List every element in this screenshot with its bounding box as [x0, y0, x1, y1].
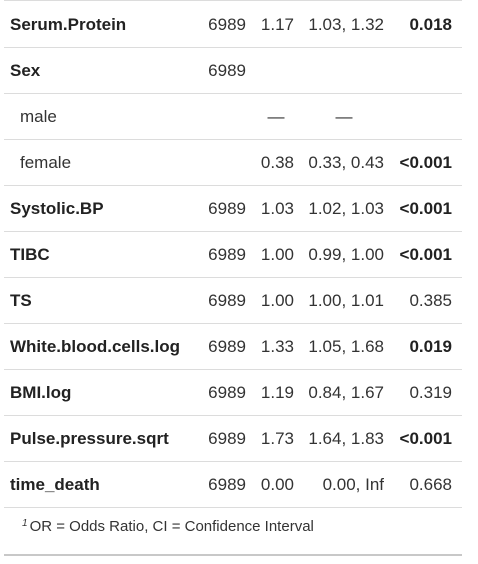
- row-label: Sex: [10, 61, 41, 80]
- or-cell: 1.00: [260, 291, 294, 310]
- table-row: Pulse.pressure.sqrt 6989 1.73 1.64, 1.83 <0.…: [4, 416, 462, 462]
- row-label: White.blood.cells.log: [10, 337, 180, 356]
- table-row: female 0.38 0.33, 0.43 <0.001: [4, 140, 462, 186]
- p-value-cell: 0.319: [409, 383, 452, 402]
- ci-cell: 1.03, 1.32: [308, 15, 384, 34]
- n-cell: 6989: [208, 291, 246, 310]
- row-label: BMI.log: [10, 383, 72, 402]
- table-row: male — —: [4, 94, 462, 140]
- footnote-marker: 1: [22, 518, 28, 529]
- n-cell: 6989: [208, 429, 246, 448]
- p-value-cell: 0.668: [409, 475, 452, 494]
- table-row: TS 6989 1.00 1.00, 1.01 0.385: [4, 278, 462, 324]
- table-row: Sex 6989: [4, 48, 462, 94]
- or-cell: 1.17: [260, 15, 294, 34]
- n-cell: 6989: [208, 383, 246, 402]
- ci-cell: 0.33, 0.43: [308, 153, 384, 172]
- or-cell: 0.00: [260, 475, 294, 494]
- n-cell: 6989: [208, 199, 246, 218]
- row-label: TIBC: [10, 245, 50, 264]
- p-value-cell: <0.001: [399, 245, 452, 264]
- row-label: Systolic.BP: [10, 199, 104, 218]
- p-value-cell: 0.385: [409, 291, 452, 310]
- n-cell: 6989: [208, 337, 246, 356]
- p-value-cell: <0.001: [399, 153, 452, 172]
- ci-cell: 1.64, 1.83: [308, 429, 384, 448]
- table-row: Serum.Protein 6989 1.17 1.03, 1.32 0.018: [4, 2, 462, 48]
- or-cell: —: [267, 107, 285, 126]
- p-value-cell: 0.019: [409, 337, 452, 356]
- table-row: time_death 6989 0.00 0.00, Inf 0.668: [4, 462, 462, 508]
- ci-cell: 0.84, 1.67: [308, 383, 384, 402]
- row-label: female: [20, 153, 72, 172]
- table-row: White.blood.cells.log 6989 1.33 1.05, 1.68 0…: [4, 324, 462, 370]
- table-row: Systolic.BP 6989 1.03 1.02, 1.03 <0.001: [4, 186, 462, 232]
- table-row: TIBC 6989 1.00 0.99, 1.00 <0.001: [4, 232, 462, 278]
- table-footnote: 1 OR = Odds Ratio, CI = Confidence Interv…: [22, 518, 314, 535]
- or-cell: 1.33: [260, 337, 294, 356]
- or-cell: 1.00: [260, 245, 294, 264]
- n-cell: 6989: [208, 475, 246, 494]
- row-label: Serum.Protein: [10, 15, 127, 34]
- ci-cell: 1.02, 1.03: [308, 199, 384, 218]
- row-label: time_death: [10, 475, 100, 494]
- or-cell: 1.73: [260, 429, 294, 448]
- p-value-cell: <0.001: [399, 199, 452, 218]
- p-value-cell: 0.018: [409, 15, 452, 34]
- ci-cell: 0.00, Inf: [322, 475, 384, 494]
- top-rule: [4, 0, 462, 1]
- ci-cell: —: [335, 107, 353, 126]
- ci-cell: 1.00, 1.01: [308, 291, 384, 310]
- table-row: BMI.log 6989 1.19 0.84, 1.67 0.319: [4, 370, 462, 416]
- or-cell: 1.19: [260, 383, 294, 402]
- or-cell: 1.03: [260, 199, 294, 218]
- row-label: Pulse.pressure.sqrt: [10, 429, 169, 448]
- ci-cell: 0.99, 1.00: [308, 245, 384, 264]
- or-cell: 0.38: [260, 153, 294, 172]
- n-cell: 6989: [208, 245, 246, 264]
- row-label: TS: [10, 291, 32, 310]
- row-label: male: [20, 107, 57, 126]
- ci-cell: 1.05, 1.68: [308, 337, 384, 356]
- footnote-text: OR = Odds Ratio, CI = Confidence Interva…: [29, 518, 314, 535]
- n-cell: 6989: [208, 61, 246, 80]
- bottom-rule: [4, 554, 462, 556]
- p-value-cell: <0.001: [399, 429, 452, 448]
- n-cell: 6989: [208, 15, 246, 34]
